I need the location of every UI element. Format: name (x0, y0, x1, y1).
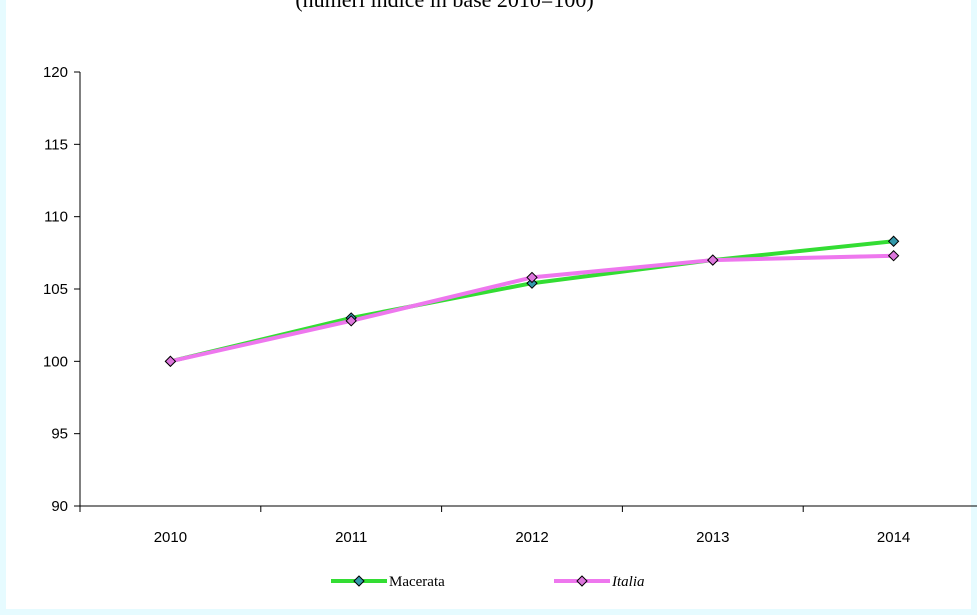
y-tick-label: 105 (43, 281, 68, 298)
legend-marker-italia (576, 575, 588, 587)
y-tick-label: 90 (51, 498, 68, 515)
x-tick-label: 2012 (515, 529, 548, 546)
line-chart: 90 95 100 105 110 115 120 2010 2011 2012 2013 2014 M… (43, 64, 977, 590)
y-tick-label: 100 (43, 353, 68, 370)
x-tick-label: 2013 (696, 529, 729, 546)
series-line-italia (169, 253, 894, 364)
x-tick-label: 2011 (335, 529, 367, 546)
data-point-italia (526, 271, 538, 284)
legend-label-italia: Italia (611, 574, 645, 590)
legend-marker-macerata (353, 575, 365, 587)
data-point-italia (707, 254, 719, 266)
y-tick-label: 95 (51, 426, 68, 443)
x-tick-label: 2014 (877, 529, 910, 546)
data-point-italia (887, 250, 900, 262)
y-tick-label: 120 (43, 64, 68, 81)
x-tick-label: 2010 (154, 529, 187, 546)
data-point-italia (164, 355, 177, 368)
data-point-macerata (526, 277, 538, 289)
legend-label-macerata: Macerata (389, 574, 445, 590)
data-point-macerata (887, 235, 900, 247)
data-point-italia (345, 315, 357, 327)
y-tick-label: 115 (44, 136, 68, 153)
chart-title: (numeri indice in base 2010=100) (6, 0, 883, 13)
y-tick-label: 110 (44, 209, 68, 226)
